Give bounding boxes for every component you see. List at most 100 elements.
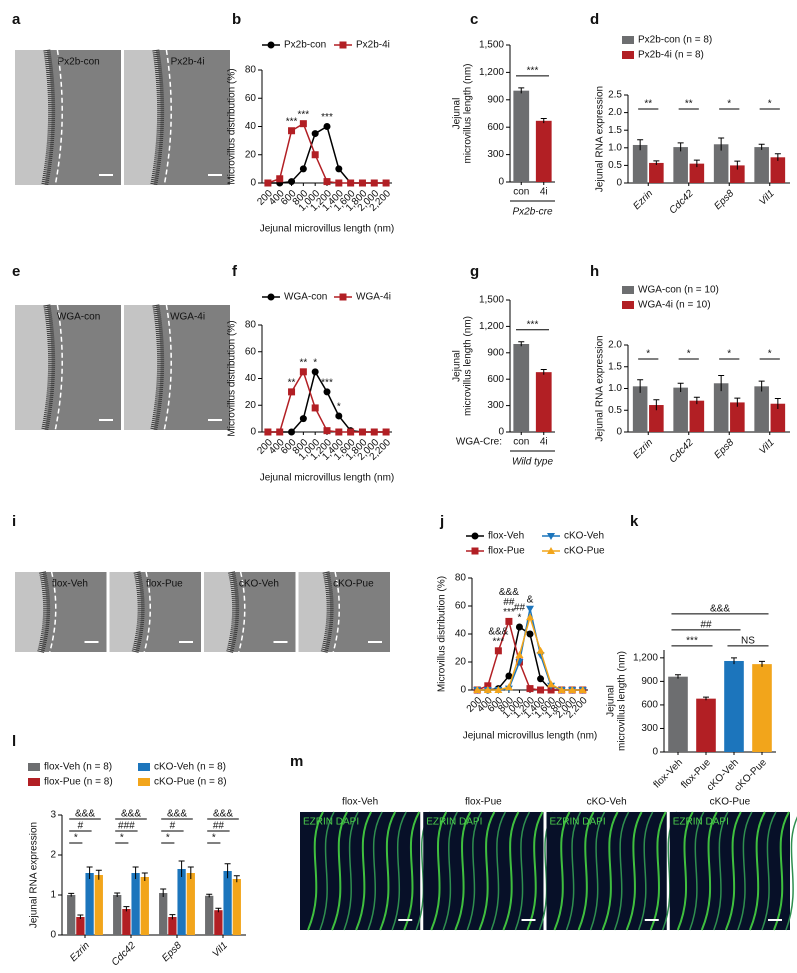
bar — [689, 163, 705, 183]
error-bar — [718, 137, 725, 151]
legend-label: WGA-con (n = 10) — [638, 285, 719, 296]
point — [568, 686, 577, 693]
point — [323, 123, 331, 130]
villus-outline — [637, 811, 654, 931]
bar — [770, 403, 786, 432]
x-tick-label: flox-Veh — [652, 757, 685, 790]
point — [370, 428, 378, 436]
point — [288, 428, 296, 436]
y-tick-label: 80 — [245, 320, 257, 331]
villus-outline — [577, 811, 595, 931]
y-tick-label: 20 — [245, 149, 257, 160]
panel-letter: e — [12, 263, 20, 280]
error-bar — [224, 863, 231, 879]
bar — [770, 157, 786, 183]
brush-border — [131, 571, 145, 653]
error-bar — [653, 160, 660, 166]
significance: * — [313, 357, 317, 368]
panel-letter: l — [12, 733, 16, 750]
y-axis-label: Jejunal — [452, 98, 463, 130]
bar — [232, 879, 241, 935]
brush-border — [37, 571, 51, 653]
error-bar — [123, 906, 130, 912]
villus-outline — [748, 811, 766, 931]
error-bar — [675, 674, 681, 679]
point — [471, 532, 479, 540]
significance: * — [727, 349, 731, 360]
significance: * — [518, 613, 522, 624]
micrograph-label: cKO-Pue — [710, 797, 751, 808]
point — [299, 415, 307, 423]
y-axis-label: Microvillus distribution (%) — [437, 576, 448, 692]
legend-label: flox-Veh — [488, 531, 524, 542]
y-tick-label: 300 — [487, 149, 504, 160]
error-bar — [169, 914, 176, 920]
point — [547, 547, 555, 554]
villus-outline — [403, 811, 421, 931]
villus-outline — [442, 811, 458, 931]
villus-outline — [391, 811, 407, 931]
y-tick-label: 80 — [245, 65, 257, 76]
legend-swatch — [622, 301, 634, 309]
error-bar — [677, 382, 684, 392]
villus-outline — [319, 811, 335, 931]
point — [537, 675, 545, 683]
bar — [186, 873, 195, 935]
y-tick-label: 2.0 — [608, 340, 622, 351]
point — [382, 428, 390, 436]
bar — [122, 909, 131, 935]
point — [526, 613, 534, 621]
legend-label: cKO-Veh (n = 8) — [154, 762, 226, 773]
point — [537, 686, 545, 694]
bar — [140, 877, 149, 935]
bar — [113, 895, 122, 935]
significance: &&& — [121, 809, 141, 820]
y-tick-label: 0 — [498, 177, 504, 188]
lumen — [109, 572, 142, 652]
stain-label: EZRIN DAPI — [426, 817, 482, 828]
villus-outline — [526, 811, 544, 931]
villus-outline — [343, 811, 359, 931]
y-tick-label: 0 — [652, 747, 658, 758]
y-tick-label: 0 — [616, 178, 622, 189]
lumen — [124, 305, 161, 430]
legend-label: Px2b-con (n = 8) — [638, 35, 712, 46]
y-tick-label: 900 — [487, 94, 504, 105]
point — [505, 617, 513, 625]
point — [370, 179, 378, 187]
error-bar — [758, 380, 765, 392]
legend-label: cKO-Pue (n = 8) — [154, 777, 227, 788]
y-tick-label: 1,200 — [633, 652, 658, 663]
villus-outline — [724, 811, 742, 931]
stain-label: EZRIN DAPI — [550, 817, 606, 828]
significance: * — [212, 833, 216, 844]
point — [288, 178, 296, 186]
significance: *** — [686, 635, 698, 646]
brush-border — [41, 304, 56, 431]
error-bar — [731, 657, 737, 665]
error-bar — [114, 892, 121, 897]
error-bar — [774, 398, 781, 409]
villus-outline — [466, 811, 482, 931]
error-bar — [86, 866, 93, 879]
y-axis-label: Jejunal RNA expression — [595, 335, 606, 441]
legend-swatch — [28, 778, 40, 786]
bar — [689, 400, 705, 432]
significance: *** — [321, 112, 333, 123]
point — [335, 412, 343, 420]
y-tick-label: 0 — [250, 427, 256, 438]
micrograph — [669, 812, 790, 930]
y-tick-label: 3 — [50, 810, 56, 821]
x-tick-label: Vil1 — [211, 940, 230, 959]
panel-letter: i — [12, 513, 16, 530]
y-tick-label: 60 — [455, 601, 467, 612]
point — [299, 368, 307, 376]
legend-label: WGA-4i (n = 10) — [638, 300, 711, 311]
bar — [535, 372, 552, 432]
significance: ## — [213, 821, 225, 832]
significance: &&& — [213, 809, 233, 820]
group-label: Px2b-cre — [512, 207, 552, 218]
error-bar — [132, 866, 139, 879]
point — [347, 179, 355, 187]
y-tick-label: 2 — [50, 850, 56, 861]
